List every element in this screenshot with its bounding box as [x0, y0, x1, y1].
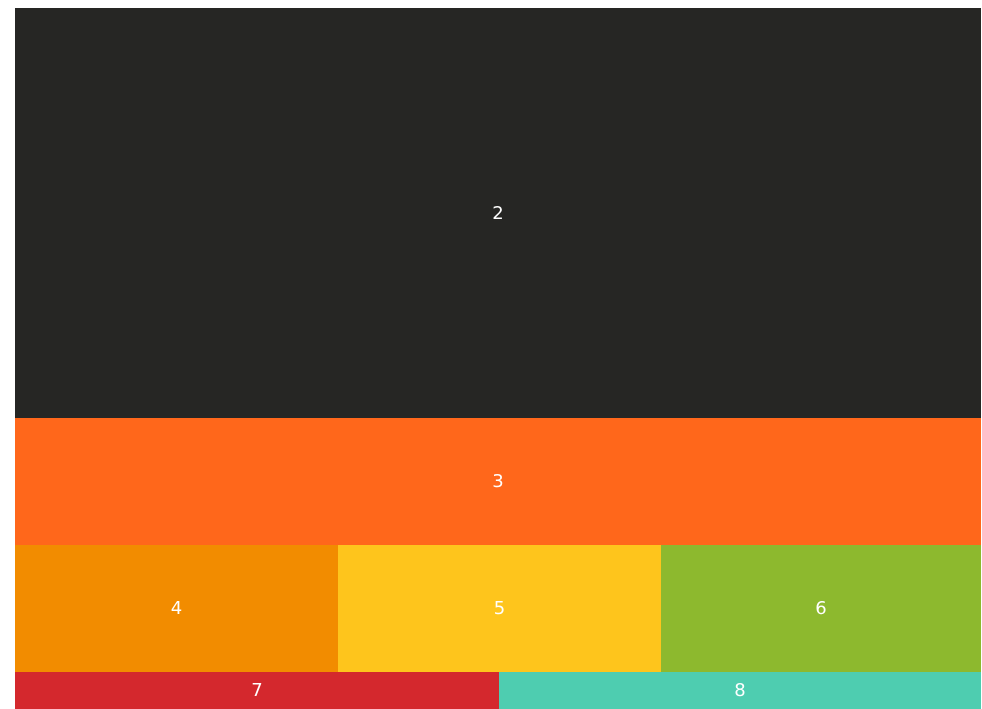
block-4: 4: [15, 545, 338, 672]
block-7-label: 7: [251, 680, 263, 701]
block-2-label: 2: [492, 202, 504, 224]
block-3-label: 3: [492, 471, 504, 492]
block-3: 3: [15, 418, 981, 545]
block-8-label: 8: [734, 680, 746, 701]
block-7: 7: [15, 672, 499, 709]
block-6-label: 6: [815, 598, 827, 619]
block-8: 8: [499, 672, 981, 709]
block-4-label: 4: [170, 598, 183, 619]
block-2: 2: [15, 8, 981, 418]
layout-grid: 2 3 4 5 6 7 8: [15, 8, 981, 709]
block-6: 6: [661, 545, 981, 672]
block-5-label: 5: [493, 598, 506, 619]
block-5: 5: [338, 545, 661, 672]
